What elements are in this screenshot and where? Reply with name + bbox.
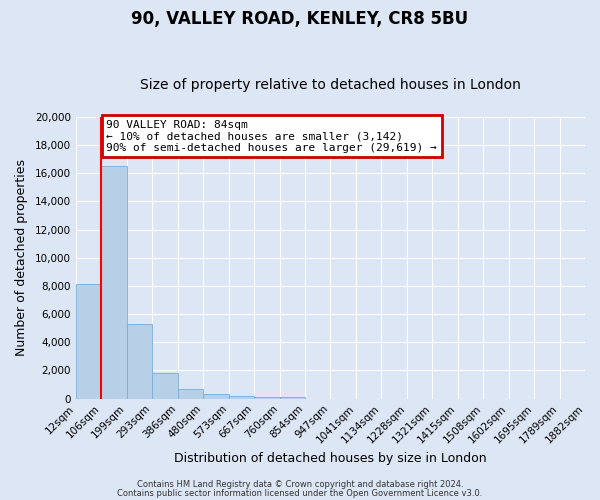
Bar	[229, 396, 254, 398]
Text: Contains HM Land Registry data © Crown copyright and database right 2024.: Contains HM Land Registry data © Crown c…	[137, 480, 463, 489]
Bar	[76, 284, 101, 399]
X-axis label: Distribution of detached houses by size in London: Distribution of detached houses by size …	[174, 452, 487, 465]
Text: 90, VALLEY ROAD, KENLEY, CR8 5BU: 90, VALLEY ROAD, KENLEY, CR8 5BU	[131, 10, 469, 28]
Bar	[101, 166, 127, 398]
Bar	[178, 389, 203, 398]
Text: Contains public sector information licensed under the Open Government Licence v3: Contains public sector information licen…	[118, 489, 482, 498]
Text: 90 VALLEY ROAD: 84sqm
← 10% of detached houses are smaller (3,142)
90% of semi-d: 90 VALLEY ROAD: 84sqm ← 10% of detached …	[106, 120, 437, 153]
Bar	[152, 374, 178, 398]
Bar	[203, 394, 229, 398]
Bar	[127, 324, 152, 398]
Y-axis label: Number of detached properties: Number of detached properties	[15, 159, 28, 356]
Bar	[254, 396, 280, 398]
Title: Size of property relative to detached houses in London: Size of property relative to detached ho…	[140, 78, 521, 92]
Bar	[280, 397, 305, 398]
